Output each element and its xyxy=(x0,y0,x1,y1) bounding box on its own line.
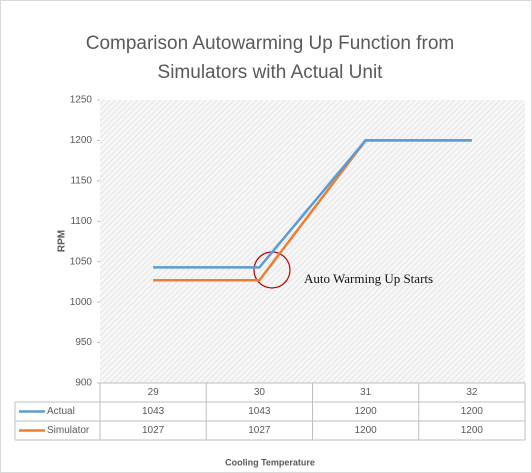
table-value: 1200 xyxy=(355,406,378,417)
legend-label: Actual xyxy=(47,406,75,417)
y-tick-label: 900 xyxy=(75,378,92,389)
series-line xyxy=(153,139,472,269)
chart-title: Simulators with Actual Unit xyxy=(158,62,384,83)
chart-title: Comparison Autowarming Up Function from xyxy=(86,33,455,54)
table-value: 1027 xyxy=(248,425,271,436)
legend-label: Simulator xyxy=(47,425,90,436)
x-tick-label: 29 xyxy=(148,387,160,398)
y-tick-label: 1100 xyxy=(70,216,92,227)
table-value: 1200 xyxy=(461,406,484,417)
y-tick-label: 1000 xyxy=(70,297,93,308)
table-value: 1200 xyxy=(461,425,484,436)
y-tick-label: 1250 xyxy=(70,95,93,106)
y-tick-label: 1200 xyxy=(70,135,93,146)
y-axis-title: RPM xyxy=(57,230,68,252)
plot-area xyxy=(100,100,525,383)
x-tick-label: 32 xyxy=(466,387,478,398)
table-value: 1027 xyxy=(142,425,165,436)
y-tick-label: 950 xyxy=(75,337,92,348)
x-axis-title: Cooling Temperature xyxy=(225,457,315,467)
annotation: Auto Warming Up Starts xyxy=(304,271,433,286)
table-value: 1043 xyxy=(142,406,165,417)
x-tick-label: 31 xyxy=(360,387,372,398)
x-tick-label: 30 xyxy=(254,387,266,398)
table-value: 1043 xyxy=(248,406,271,417)
y-tick-label: 1050 xyxy=(70,256,93,267)
y-tick-label: 1150 xyxy=(70,175,92,186)
table-value: 1200 xyxy=(355,425,378,436)
